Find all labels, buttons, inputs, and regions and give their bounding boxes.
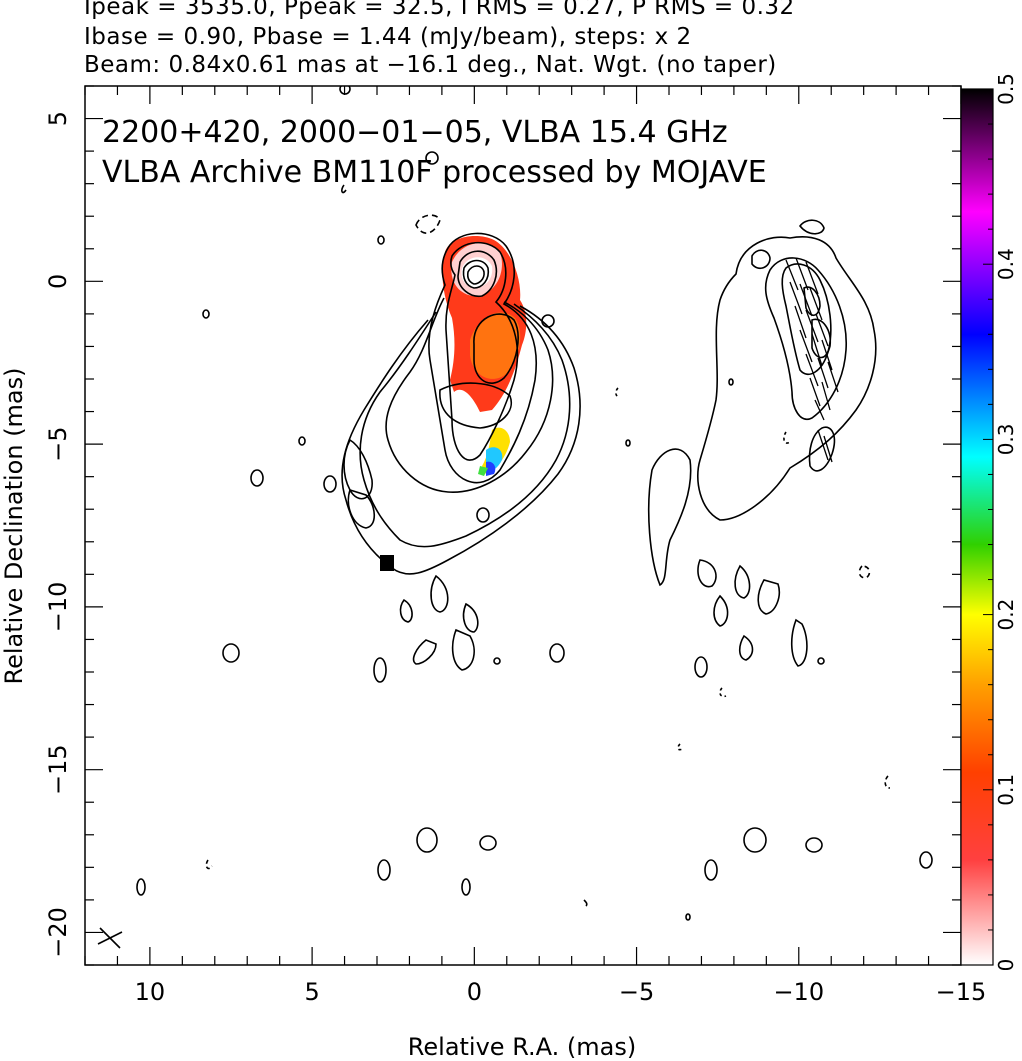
plot-title-line-2: VLBA Archive BM110F processed by MOJAVE xyxy=(102,155,767,190)
x-axis: 10 5 0 −5 −10 −15 xyxy=(84,86,987,1006)
colorbar-axis: 0 0.1 0.2 0.3 0.4 0.5 xyxy=(983,73,1018,971)
x-tick-label: −5 xyxy=(619,978,654,1006)
x-tick-label: 5 xyxy=(304,978,319,1006)
y-tick-label: 5 xyxy=(44,111,72,126)
header-line-2: Ibase = 0.90, Pbase = 1.44 (mJy/beam), s… xyxy=(84,24,692,50)
header-line-3: Beam: 0.84x0.61 mas at −16.1 deg., Nat. … xyxy=(84,52,777,78)
colorbar-tick-label: 0.4 xyxy=(994,248,1018,280)
plot-title-line-1: 2200+420, 2000−01−05, VLBA 15.4 GHz xyxy=(102,115,728,150)
colorbar-tick-label: 0 xyxy=(994,959,1018,972)
y-axis-label: Relative Declination (mas) xyxy=(0,367,28,684)
x-tick-label: 0 xyxy=(467,978,482,1006)
y-tick-label: 0 xyxy=(44,274,72,289)
x-tick-label: 10 xyxy=(135,978,166,1006)
header-line-1: Ipeak = 3535.0, Ppeak = 32.5, I RMS = 0.… xyxy=(84,0,795,20)
y-tick-label: −15 xyxy=(44,744,72,795)
polarization-contours xyxy=(583,219,933,921)
x-tick-label: −10 xyxy=(773,978,824,1006)
y-tick-label: −20 xyxy=(44,907,72,958)
x-tick-label: −15 xyxy=(936,978,987,1006)
intensity-contours xyxy=(97,86,581,949)
colorbar-tick-label: 0.1 xyxy=(994,774,1018,806)
plot-frame xyxy=(84,85,962,966)
colorbar-tick-label: 0.5 xyxy=(994,73,1018,105)
colorbar xyxy=(960,88,994,966)
colorbar-tick-label: 0.2 xyxy=(994,599,1018,631)
y-tick-label: −10 xyxy=(44,582,72,633)
colorbar-tick-label: 0.3 xyxy=(994,423,1018,455)
y-tick-label: −5 xyxy=(44,426,72,461)
y-axis: 5 0 −5 −10 −15 −20 xyxy=(44,85,961,966)
x-axis-label: Relative R.A. (mas) xyxy=(408,1033,636,1061)
